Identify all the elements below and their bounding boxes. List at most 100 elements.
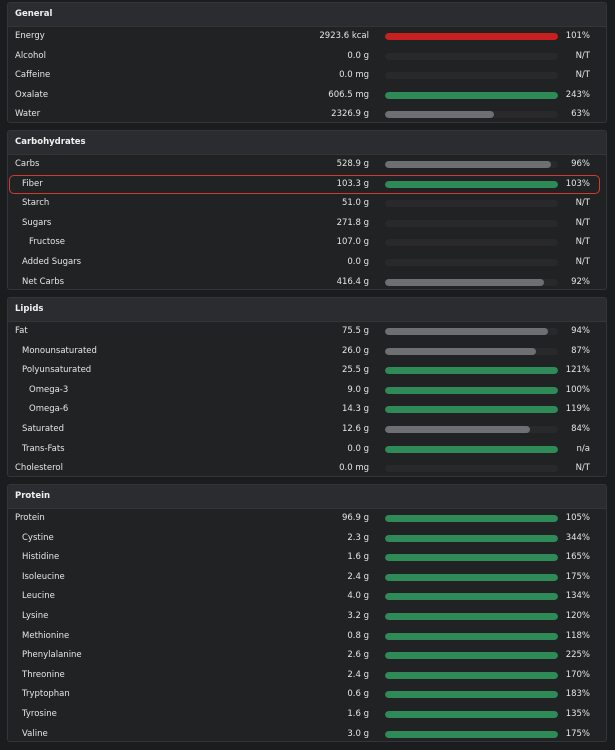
section-title: Protein [8, 485, 606, 509]
progress-bar [385, 91, 558, 99]
nutrient-percent: 175% [565, 728, 590, 739]
nutrient-percent: N/T [575, 50, 590, 61]
nutrient-name: Tyrosine [22, 708, 57, 719]
nutrient-percent: 92% [571, 276, 590, 287]
nutrient-name: Omega-3 [29, 384, 69, 395]
nutrient-row-protein[interactable]: Protein 96.9 g 105% [8, 509, 606, 529]
nutrient-row-tyrosine[interactable]: Tyrosine 1.6 g 135% [8, 705, 606, 725]
nutrient-row-carbs[interactable]: Carbs 528.9 g 96% [8, 155, 606, 175]
nutrient-amount: 606.5 mg [328, 89, 369, 100]
nutrient-amount: 0.6 g [347, 689, 369, 700]
nutrient-row-leucine[interactable]: Leucine 4.0 g 134% [8, 587, 606, 607]
nutrient-row-lysine[interactable]: Lysine 3.2 g 120% [8, 607, 606, 627]
nutrient-row-added-sugars[interactable]: Added Sugars 0.0 g N/T [8, 253, 606, 273]
nutrient-row-trans-fats[interactable]: Trans-Fats 0.0 g n/a [8, 440, 606, 460]
nutrient-name: Lysine [22, 610, 49, 621]
nutrient-name: Saturated [22, 423, 64, 434]
progress-fill [385, 515, 558, 522]
nutrient-percent: 119% [565, 404, 590, 415]
progress-bar [385, 278, 558, 286]
section-rows: Fat 75.5 g 94% Monounsaturated 26.0 g 87% Poly… [8, 322, 606, 476]
progress-bar [385, 200, 558, 208]
progress-bar [385, 554, 558, 562]
nutrient-row-net-carbs[interactable]: Net Carbs 416.4 g 92% [8, 273, 606, 289]
nutrient-amount: 0.0 mg [339, 70, 369, 81]
nutrient-amount: 26.0 g [341, 345, 369, 356]
nutrient-amount: 103.3 g [336, 178, 369, 189]
progress-bar [385, 691, 558, 699]
nutrient-row-polyunsaturated[interactable]: Polyunsaturated 25.5 g 121% [8, 361, 606, 381]
nutrient-name: Fructose [29, 237, 66, 248]
progress-bar [385, 52, 558, 60]
progress-bar [385, 465, 558, 473]
nutrient-row-water[interactable]: Water 2326.9 g 63% [8, 105, 606, 122]
nutrient-amount: 0.0 g [347, 50, 369, 61]
nutrient-row-caffeine[interactable]: Caffeine 0.0 mg N/T [8, 66, 606, 86]
progress-fill [385, 612, 558, 620]
nutrient-amount: 25.5 g [341, 365, 369, 376]
nutrient-name: Caffeine [15, 70, 51, 81]
nutrient-row-fructose[interactable]: Fructose 107.0 g N/T [8, 233, 606, 253]
nutrient-percent: 63% [571, 109, 590, 120]
nutrient-row-methionine[interactable]: Methionine 0.8 g 118% [8, 627, 606, 647]
progress-fill [385, 367, 558, 375]
nutrient-percent: N/T [575, 463, 590, 474]
progress-fill [385, 161, 552, 168]
nutrient-amount: 1.6 g [347, 552, 369, 563]
nutrient-name: Valine [22, 728, 48, 739]
nutrient-name: Cholesterol [15, 463, 63, 474]
nutrient-percent: 118% [565, 630, 590, 641]
nutrient-amount: 2.3 g [347, 532, 369, 543]
nutrient-row-omega-3[interactable]: Omega-3 9.0 g 100% [8, 381, 606, 401]
nutrient-percent: 96% [571, 159, 590, 169]
nutrient-row-valine[interactable]: Valine 3.0 g 175% [8, 725, 606, 741]
progress-bar [385, 258, 558, 266]
progress-bar [385, 573, 558, 581]
progress-fill [385, 386, 558, 394]
nutrient-percent: N/T [575, 198, 590, 209]
nutrient-row-fiber[interactable]: Fiber 103.3 g 103% [8, 174, 606, 195]
progress-bar [385, 328, 558, 335]
nutrient-row-starch[interactable]: Starch 51.0 g N/T [8, 194, 606, 214]
nutrient-amount: 12.6 g [341, 423, 369, 434]
nutrient-row-sugars[interactable]: Sugars 271.8 g N/T [8, 214, 606, 234]
nutrient-row-omega-6[interactable]: Omega-6 14.3 g 119% [8, 400, 606, 420]
nutrient-row-energy[interactable]: Energy 2923.6 kcal 101% [8, 27, 606, 47]
progress-bar [385, 612, 558, 620]
nutrient-row-isoleucine[interactable]: Isoleucine 2.4 g 175% [8, 568, 606, 588]
nutrient-amount: 2.4 g [347, 571, 369, 582]
progress-fill [385, 328, 548, 335]
nutrient-name: Threonine [22, 669, 65, 680]
nutrient-row-cholesterol[interactable]: Cholesterol 0.0 mg N/T [8, 459, 606, 476]
progress-fill [385, 632, 558, 640]
nutrient-row-oxalate[interactable]: Oxalate 606.5 mg 243% [8, 86, 606, 106]
progress-bar [385, 219, 558, 227]
nutrient-row-cystine[interactable]: Cystine 2.3 g 344% [8, 529, 606, 549]
progress-fill [385, 730, 558, 738]
nutrient-amount: 416.4 g [336, 276, 369, 287]
nutrient-row-saturated[interactable]: Saturated 12.6 g 84% [8, 420, 606, 440]
nutrient-amount: 107.0 g [336, 237, 369, 248]
nutrient-name: Net Carbs [22, 276, 65, 287]
nutrient-name: Fiber [22, 178, 43, 189]
nutrient-amount: 0.0 mg [339, 463, 369, 474]
progress-fill [385, 710, 558, 718]
nutrient-row-alcohol[interactable]: Alcohol 0.0 g N/T [8, 47, 606, 67]
nutrient-row-tryptophan[interactable]: Tryptophan 0.6 g 183% [8, 685, 606, 705]
progress-bar [385, 445, 558, 453]
nutrient-row-fat[interactable]: Fat 75.5 g 94% [8, 322, 606, 342]
progress-bar [385, 33, 558, 40]
nutrient-amount: 528.9 g [336, 159, 369, 169]
nutrient-row-histidine[interactable]: Histidine 1.6 g 165% [8, 548, 606, 568]
nutrient-percent: N/T [575, 70, 590, 81]
nutrient-row-monounsaturated[interactable]: Monounsaturated 26.0 g 87% [8, 342, 606, 362]
section-rows: Carbs 528.9 g 96% Fiber 103.3 g 103% Starch 51.… [8, 155, 606, 289]
section-title: Carbohydrates [8, 131, 606, 155]
nutrient-amount: 3.0 g [347, 728, 369, 739]
nutrient-percent: 100% [565, 384, 590, 395]
nutrient-row-phenylalanine[interactable]: Phenylalanine 2.6 g 225% [8, 646, 606, 666]
progress-bar [385, 671, 558, 679]
nutrient-row-threonine[interactable]: Threonine 2.4 g 170% [8, 666, 606, 686]
nutrient-amount: 2.6 g [347, 650, 369, 661]
nutrient-amount: 96.9 g [341, 513, 369, 523]
